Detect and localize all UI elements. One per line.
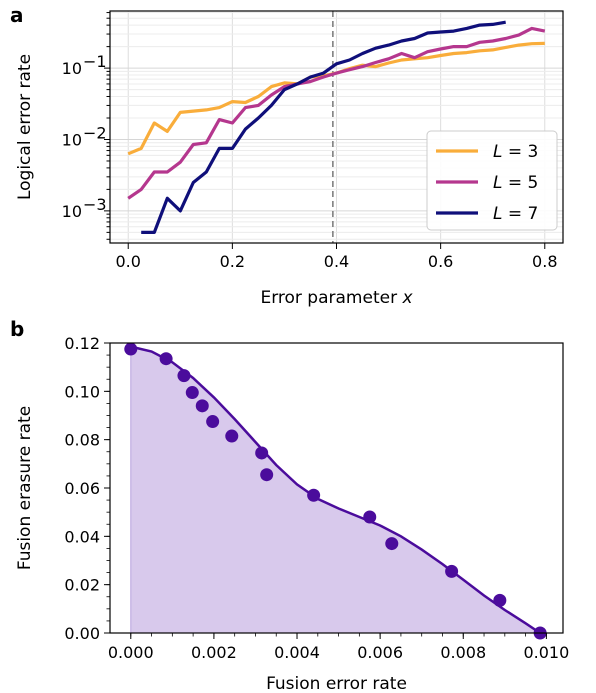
data-point (206, 415, 220, 429)
y-tick-label: 10 (62, 59, 82, 78)
x-tick-label: 0.4 (324, 252, 349, 271)
y-tick-label: 10 (62, 130, 82, 149)
y-tick-label: 0.04 (64, 527, 100, 546)
panel-a-x-axis-label: Error parameter x (260, 288, 413, 308)
panel-b-chart: b 0.000 0.002 0.004 0.006 0.008 0.010 0.000.0… (10, 317, 569, 693)
y-tick-label: 0.10 (64, 382, 100, 401)
panel-a-x-label-var: x (401, 288, 413, 308)
legend-entry-3: L = 7 (493, 204, 538, 224)
legend-entry-value: = 5 (502, 173, 538, 193)
panel-b-label: b (10, 317, 24, 341)
x-tick-label: 0.000 (108, 643, 154, 662)
data-point (124, 342, 138, 356)
panel-a-label: a (10, 3, 24, 27)
x-tick-label: 0.008 (440, 643, 486, 662)
x-tick-label: 0.004 (274, 643, 320, 662)
y-tick-label: 0.08 (64, 431, 100, 450)
data-point (385, 537, 399, 551)
data-point (445, 564, 459, 578)
legend-box (426, 130, 558, 231)
y-tick-label: 0.02 (64, 576, 100, 595)
y-tick-label: 0.12 (64, 334, 100, 353)
legend-entry-value: = 7 (502, 204, 538, 224)
y-tick-label: 10 (62, 202, 82, 221)
y-tick-exponent: −2 (83, 123, 107, 142)
panel-a-y-axis-label: Logical error rate (15, 54, 35, 200)
series-line-3 (141, 20, 506, 234)
panel-a-chart: a 0.0 0.2 0.4 0.6 0.8 10−310−210−1 Error par… (10, 3, 564, 308)
data-point (185, 386, 199, 400)
legend-entry-2: L = 5 (493, 173, 538, 193)
legend-entry-value: = 3 (502, 142, 538, 162)
data-point (225, 429, 239, 443)
legend-entry-1: L = 3 (493, 142, 538, 162)
data-point (493, 593, 507, 607)
legend-entry-var: L (493, 204, 502, 224)
panel-b-y-axis-label: Fusion erasure rate (15, 406, 35, 570)
x-tick-label: 0.2 (220, 252, 245, 271)
panel-a-x-axis: 0.0 0.2 0.4 0.6 0.8 (115, 243, 558, 271)
panel-a-legend: L = 3L = 5L = 7 (426, 130, 558, 231)
panel-b-fit-curve (130, 345, 541, 635)
panel-a-series (127, 20, 546, 234)
y-tick-label: 0.00 (64, 624, 100, 643)
x-tick-label: 0.010 (523, 643, 569, 662)
data-point (363, 510, 377, 524)
data-point (159, 352, 173, 366)
y-tick-exponent: −1 (83, 52, 107, 71)
panel-b-x-axis-label: Fusion error rate (266, 674, 407, 693)
data-point (260, 468, 274, 482)
x-tick-label: 0.8 (532, 252, 557, 271)
panel-a-x-label-text: Error parameter (260, 288, 402, 308)
data-point (255, 446, 269, 460)
y-tick-label: 0.06 (64, 479, 100, 498)
panel-b-x-axis: 0.000 0.002 0.004 0.006 0.008 0.010 (108, 633, 569, 662)
x-tick-label: 0.006 (357, 643, 403, 662)
data-point (177, 369, 191, 383)
data-point (195, 399, 209, 413)
x-tick-label: 0.0 (115, 252, 140, 271)
data-point (307, 488, 321, 502)
panel-b-y-axis: 0.00 0.02 0.04 0.06 0.08 0.10 0.12 (64, 334, 110, 643)
y-tick-exponent: −3 (83, 195, 107, 214)
series-line-2 (127, 26, 546, 200)
panel-a-y-axis: 10−310−210−1 (62, 12, 110, 240)
panel-b-points (124, 342, 547, 640)
x-tick-label: 0.002 (191, 643, 237, 662)
legend-entry-var: L (493, 142, 502, 162)
legend-entry-var: L (493, 173, 502, 193)
x-tick-label: 0.6 (428, 252, 453, 271)
